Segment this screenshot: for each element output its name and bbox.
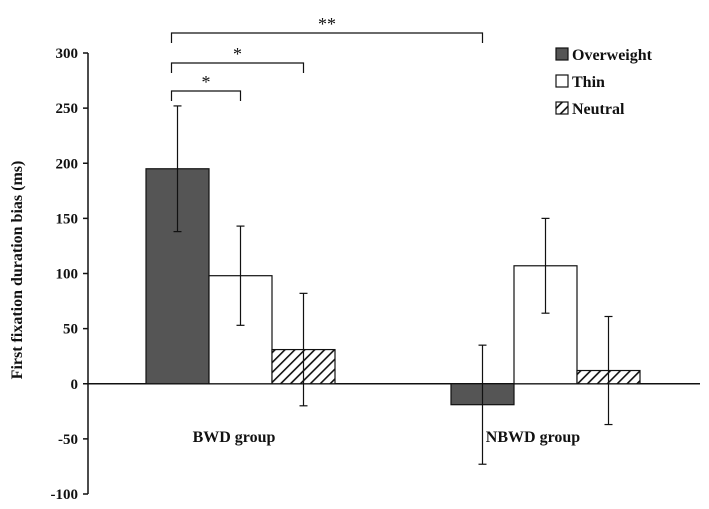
y-tick-label: 150 [56, 211, 79, 227]
y-tick-label: -100 [51, 487, 79, 503]
significance-bracket [170, 62, 305, 73]
category-label: BWD group [193, 429, 276, 446]
legend-label-thin: Thin [572, 74, 605, 91]
y-tick-label: 100 [56, 267, 79, 283]
y-tick-label: 50 [63, 322, 78, 338]
y-axis-label: First fixation duration bias (ms) [9, 161, 26, 380]
legend-swatch-overweight [555, 47, 569, 61]
y-tick-label: -50 [58, 432, 78, 448]
legend-swatch-neutral [555, 101, 569, 115]
y-tick-label: 200 [56, 156, 79, 172]
significance-label: * [202, 72, 211, 92]
y-tick-label: 250 [56, 101, 79, 117]
plot-area: 300 250 200 150 100 50 0 -50 -100 BWD group NBWD g… [51, 14, 700, 503]
significance-label: ** [318, 14, 336, 34]
legend-label-neutral: Neutral [572, 101, 625, 118]
y-tick-label: 0 [71, 377, 79, 393]
significance-bracket [170, 32, 484, 43]
legend-swatch-thin [555, 74, 569, 88]
significance-bracket [170, 90, 242, 101]
category-label: NBWD group [486, 429, 580, 446]
legend-label-overweight: Overweight [572, 47, 653, 64]
y-tick-label: 300 [56, 46, 79, 62]
significance-label: * [233, 44, 242, 64]
